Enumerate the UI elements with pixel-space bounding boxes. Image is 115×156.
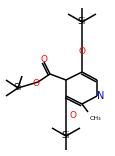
- Text: O: O: [69, 112, 76, 120]
- Text: O: O: [32, 78, 39, 88]
- Text: O: O: [40, 54, 47, 63]
- Text: Si: Si: [61, 132, 70, 141]
- Text: CH₃: CH₃: [89, 116, 101, 121]
- Text: O: O: [78, 46, 85, 56]
- Text: Si: Si: [14, 83, 22, 93]
- Text: Si: Si: [77, 17, 85, 27]
- Text: N: N: [96, 91, 104, 101]
